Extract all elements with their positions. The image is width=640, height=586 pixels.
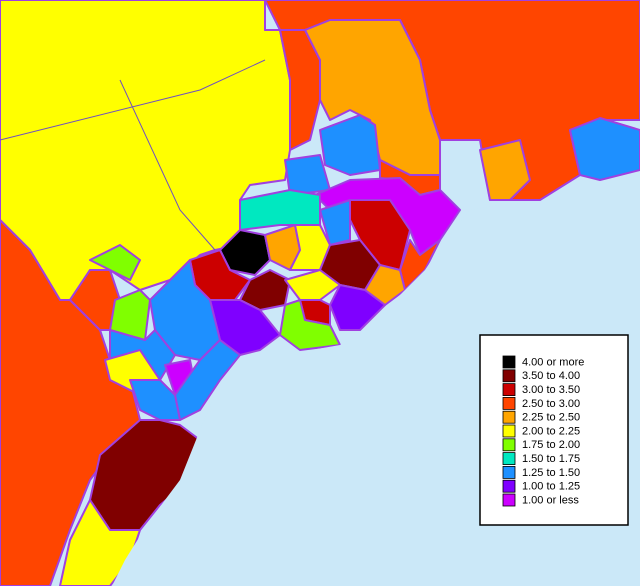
legend-label: 1.75 to 2.00 [522, 439, 580, 451]
legend-swatch [502, 452, 516, 466]
region [319, 199, 351, 246]
road [119, 79, 216, 251]
legend-swatch [502, 383, 516, 397]
region [279, 299, 341, 351]
region [0, 219, 141, 586]
legend-swatch [502, 410, 516, 424]
region [109, 289, 151, 341]
legend-label: 1.00 to 1.25 [522, 481, 580, 493]
region [289, 224, 331, 271]
legend-label: 3.50 to 4.00 [522, 370, 580, 382]
legend-swatch [502, 396, 516, 410]
legend-label: 2.25 to 2.50 [522, 412, 580, 424]
legend-label: 1.50 to 1.75 [522, 453, 580, 465]
legend-swatch [502, 424, 516, 438]
region [89, 244, 141, 281]
legend-swatch [502, 465, 516, 479]
region [174, 339, 241, 421]
road [0, 59, 266, 141]
legend-swatch [502, 369, 516, 383]
region [479, 139, 531, 201]
legend-label: 3.00 to 3.50 [522, 384, 580, 396]
legend-label: 1.00 or less [522, 494, 579, 506]
legend-swatch [502, 438, 516, 452]
legend: 4.00 or more 3.50 to 4.00 3.00 to 3.50 2.50… [502, 355, 584, 507]
region [364, 264, 406, 306]
legend-label: 2.00 to 2.25 [522, 425, 580, 437]
legend-swatch [502, 493, 516, 507]
legend-label: 4.00 or more [522, 356, 584, 368]
region [284, 269, 341, 301]
legend-label: 1.25 to 1.50 [522, 467, 580, 479]
region [569, 117, 640, 181]
legend-label: 2.50 to 3.00 [522, 398, 580, 410]
legend-swatch [502, 479, 516, 493]
region [129, 379, 181, 421]
legend-swatch [502, 355, 516, 369]
